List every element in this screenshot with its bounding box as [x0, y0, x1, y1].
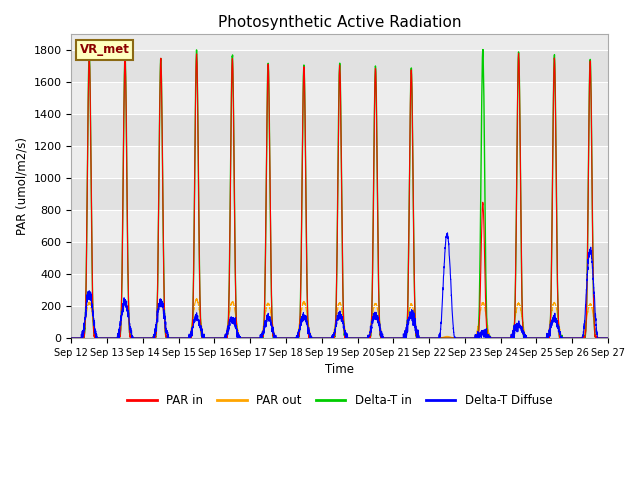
Bar — [72, 82, 608, 114]
Bar — [72, 50, 608, 82]
Bar — [72, 178, 608, 210]
X-axis label: Time: Time — [325, 363, 354, 376]
Bar — [72, 146, 608, 178]
Bar — [72, 306, 608, 338]
Bar — [72, 210, 608, 242]
Y-axis label: PAR (umol/m2/s): PAR (umol/m2/s) — [15, 137, 28, 235]
Text: VR_met: VR_met — [79, 43, 129, 56]
Title: Photosynthetic Active Radiation: Photosynthetic Active Radiation — [218, 15, 461, 30]
Legend: PAR in, PAR out, Delta-T in, Delta-T Diffuse: PAR in, PAR out, Delta-T in, Delta-T Dif… — [122, 390, 557, 412]
Bar — [72, 114, 608, 146]
Bar — [72, 242, 608, 274]
Bar — [72, 274, 608, 306]
